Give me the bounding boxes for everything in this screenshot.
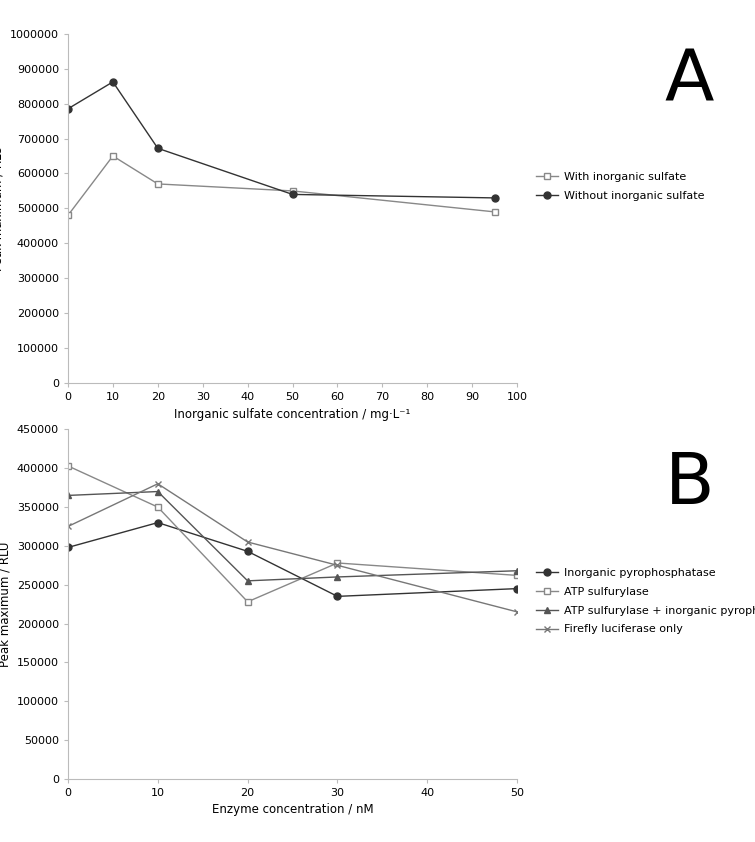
Inorganic pyrophosphatase [153,518,162,528]
ATP sulfurylase [333,558,342,568]
Inorganic pyrophosphatase [513,584,522,594]
X-axis label: Inorganic sulfate concentration / mg·L⁻¹: Inorganic sulfate concentration / mg·L⁻¹ [174,408,411,421]
ATP sulfurylase [63,461,72,471]
ATP sulfurylase + inorganic pyrophosphatase [153,487,162,497]
ATP sulfurylase + inorganic pyrophosphatase [513,566,522,576]
Firefly luciferase only [153,479,162,489]
With inorganic sulfate [63,210,72,221]
Without inorganic sulfate [109,77,118,87]
With inorganic sulfate [109,151,118,161]
X-axis label: Enzyme concentration / nM: Enzyme concentration / nM [211,803,374,817]
ATP sulfurylase + inorganic pyrophosphatase [63,490,72,500]
Line: Firefly luciferase only: Firefly luciferase only [64,480,521,616]
ATP sulfurylase + inorganic pyrophosphatase [243,576,252,586]
Without inorganic sulfate [63,104,72,114]
With inorganic sulfate [288,186,297,196]
Text: A: A [664,46,713,115]
Text: B: B [664,450,714,520]
ATP sulfurylase [243,597,252,607]
Inorganic pyrophosphatase [333,591,342,601]
Without inorganic sulfate [288,189,297,200]
With inorganic sulfate [490,207,499,217]
ATP sulfurylase [153,502,162,512]
Legend: With inorganic sulfate, Without inorganic sulfate: With inorganic sulfate, Without inorgani… [536,172,704,201]
Without inorganic sulfate [153,143,162,153]
Legend: Inorganic pyrophosphatase, ATP sulfurylase, ATP sulfurylase + inorganic pyrophos: Inorganic pyrophosphatase, ATP sulfuryla… [536,568,755,634]
Inorganic pyrophosphatase [243,546,252,557]
ATP sulfurylase + inorganic pyrophosphatase [333,572,342,582]
Line: Inorganic pyrophosphatase: Inorganic pyrophosphatase [64,520,521,600]
Without inorganic sulfate [490,193,499,203]
Line: With inorganic sulfate: With inorganic sulfate [64,152,498,219]
Line: Without inorganic sulfate: Without inorganic sulfate [64,78,498,201]
With inorganic sulfate [153,179,162,189]
Y-axis label: Peak maximum / RLU: Peak maximum / RLU [0,146,5,271]
ATP sulfurylase [513,570,522,580]
Firefly luciferase only [243,537,252,547]
Y-axis label: Peak maximum / RLU: Peak maximum / RLU [0,541,11,667]
Line: ATP sulfurylase: ATP sulfurylase [64,462,521,605]
Firefly luciferase only [63,521,72,531]
Line: ATP sulfurylase + inorganic pyrophosphatase: ATP sulfurylase + inorganic pyrophosphat… [64,488,521,584]
Firefly luciferase only [333,560,342,570]
Inorganic pyrophosphatase [63,542,72,552]
Firefly luciferase only [513,607,522,617]
